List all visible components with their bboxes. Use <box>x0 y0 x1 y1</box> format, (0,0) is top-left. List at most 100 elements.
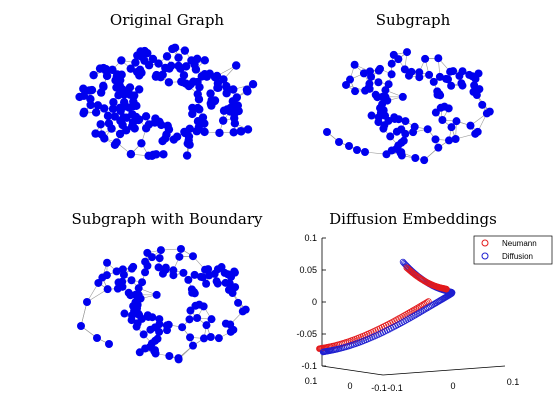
graph-node <box>205 69 214 78</box>
diffusion-point <box>319 348 327 356</box>
diffusion-point <box>401 261 409 268</box>
panel-title-original-graph: Original Graph <box>110 11 225 29</box>
graph-node <box>218 116 228 125</box>
graph-node <box>139 330 148 339</box>
graph-node <box>443 75 452 84</box>
y-axis-line <box>382 365 506 376</box>
graph-node <box>229 85 238 94</box>
graph-node <box>100 104 109 113</box>
graph-node <box>176 244 185 253</box>
graph-node <box>129 101 138 111</box>
graph-node <box>190 270 199 279</box>
graph-node <box>458 67 467 76</box>
graph-node <box>447 81 456 90</box>
graph-node <box>378 92 387 101</box>
graph-node <box>367 72 376 81</box>
graph-node <box>345 142 353 150</box>
graph-node <box>201 265 210 274</box>
diffusion-point <box>419 307 426 315</box>
graph-node <box>335 138 343 146</box>
graph-node <box>99 81 108 91</box>
graph-node <box>125 83 135 92</box>
graph-node <box>179 71 189 80</box>
graph-node <box>421 54 430 63</box>
embedding-points <box>316 258 456 356</box>
graph-node <box>387 59 396 68</box>
graph-node <box>191 301 200 310</box>
graph-node <box>359 69 368 78</box>
graph-node <box>367 111 376 120</box>
panel-title-subgraph-with-boundary: Subgraph with Boundary <box>72 210 263 228</box>
graph-node <box>185 124 194 133</box>
graph-node <box>115 129 125 139</box>
graph-node <box>151 114 160 123</box>
graph-node <box>188 109 197 119</box>
graph-node <box>186 306 195 315</box>
graph-node <box>102 271 111 280</box>
graph-node <box>380 121 389 130</box>
graph-node <box>148 54 158 64</box>
graph-node <box>478 100 487 109</box>
x-tick-label: -0.1 <box>371 383 387 393</box>
graph-node <box>105 340 113 348</box>
neumann-point <box>443 286 450 293</box>
graph-node <box>177 77 186 86</box>
graph-node <box>91 108 101 117</box>
graph-node <box>351 87 360 96</box>
graph-edge <box>86 288 108 303</box>
graph-node <box>174 355 183 364</box>
graph-node <box>212 277 221 286</box>
graph-node <box>381 86 390 95</box>
graph-node <box>184 275 193 284</box>
graph-node <box>120 309 129 318</box>
graph-node <box>205 271 214 280</box>
legend-label-neumann: Neumann <box>502 239 537 248</box>
graph-node <box>114 278 123 287</box>
graph-node <box>126 149 136 159</box>
graph-node <box>127 276 136 285</box>
graph-node <box>115 81 124 90</box>
graph-node <box>214 334 223 343</box>
graph-node <box>361 148 369 156</box>
graph-node <box>186 333 195 342</box>
graph-node <box>161 263 170 272</box>
graph-node <box>451 134 460 143</box>
graph-node <box>415 73 424 82</box>
graph-node <box>161 134 170 143</box>
graph-node <box>229 128 238 137</box>
graph-node <box>435 72 444 81</box>
graph-node <box>128 311 137 320</box>
graph-node <box>446 67 455 76</box>
graph-node <box>109 98 118 107</box>
graph-node <box>198 273 207 282</box>
graph-node <box>403 48 412 57</box>
graph-node <box>248 79 258 89</box>
graph-node <box>193 103 202 113</box>
graph-node <box>151 349 160 358</box>
graph-node <box>99 63 108 73</box>
graph-node <box>474 69 483 78</box>
graph-node <box>169 271 178 280</box>
graph-node <box>141 344 150 353</box>
z-tick-label: -0.05 <box>296 329 317 339</box>
graph-node <box>103 111 113 121</box>
graph-node <box>184 81 194 91</box>
graph-node <box>397 151 406 160</box>
graph-node <box>206 89 215 98</box>
graph-node <box>226 327 235 336</box>
graph-node <box>423 125 432 134</box>
graph-node <box>133 319 142 328</box>
graph-node <box>469 87 478 96</box>
graph-node <box>387 70 396 79</box>
graph-node <box>361 86 370 95</box>
graph-node <box>116 106 125 116</box>
graph-node <box>141 112 151 121</box>
graph-node <box>126 64 135 73</box>
graph-node <box>112 138 121 147</box>
graph-node <box>236 126 246 136</box>
subgraph-nodes <box>323 48 494 165</box>
graph-node <box>117 56 126 65</box>
graph-node <box>143 311 152 320</box>
graph-node <box>153 334 162 343</box>
subgraph-boundary-plot <box>77 244 250 364</box>
